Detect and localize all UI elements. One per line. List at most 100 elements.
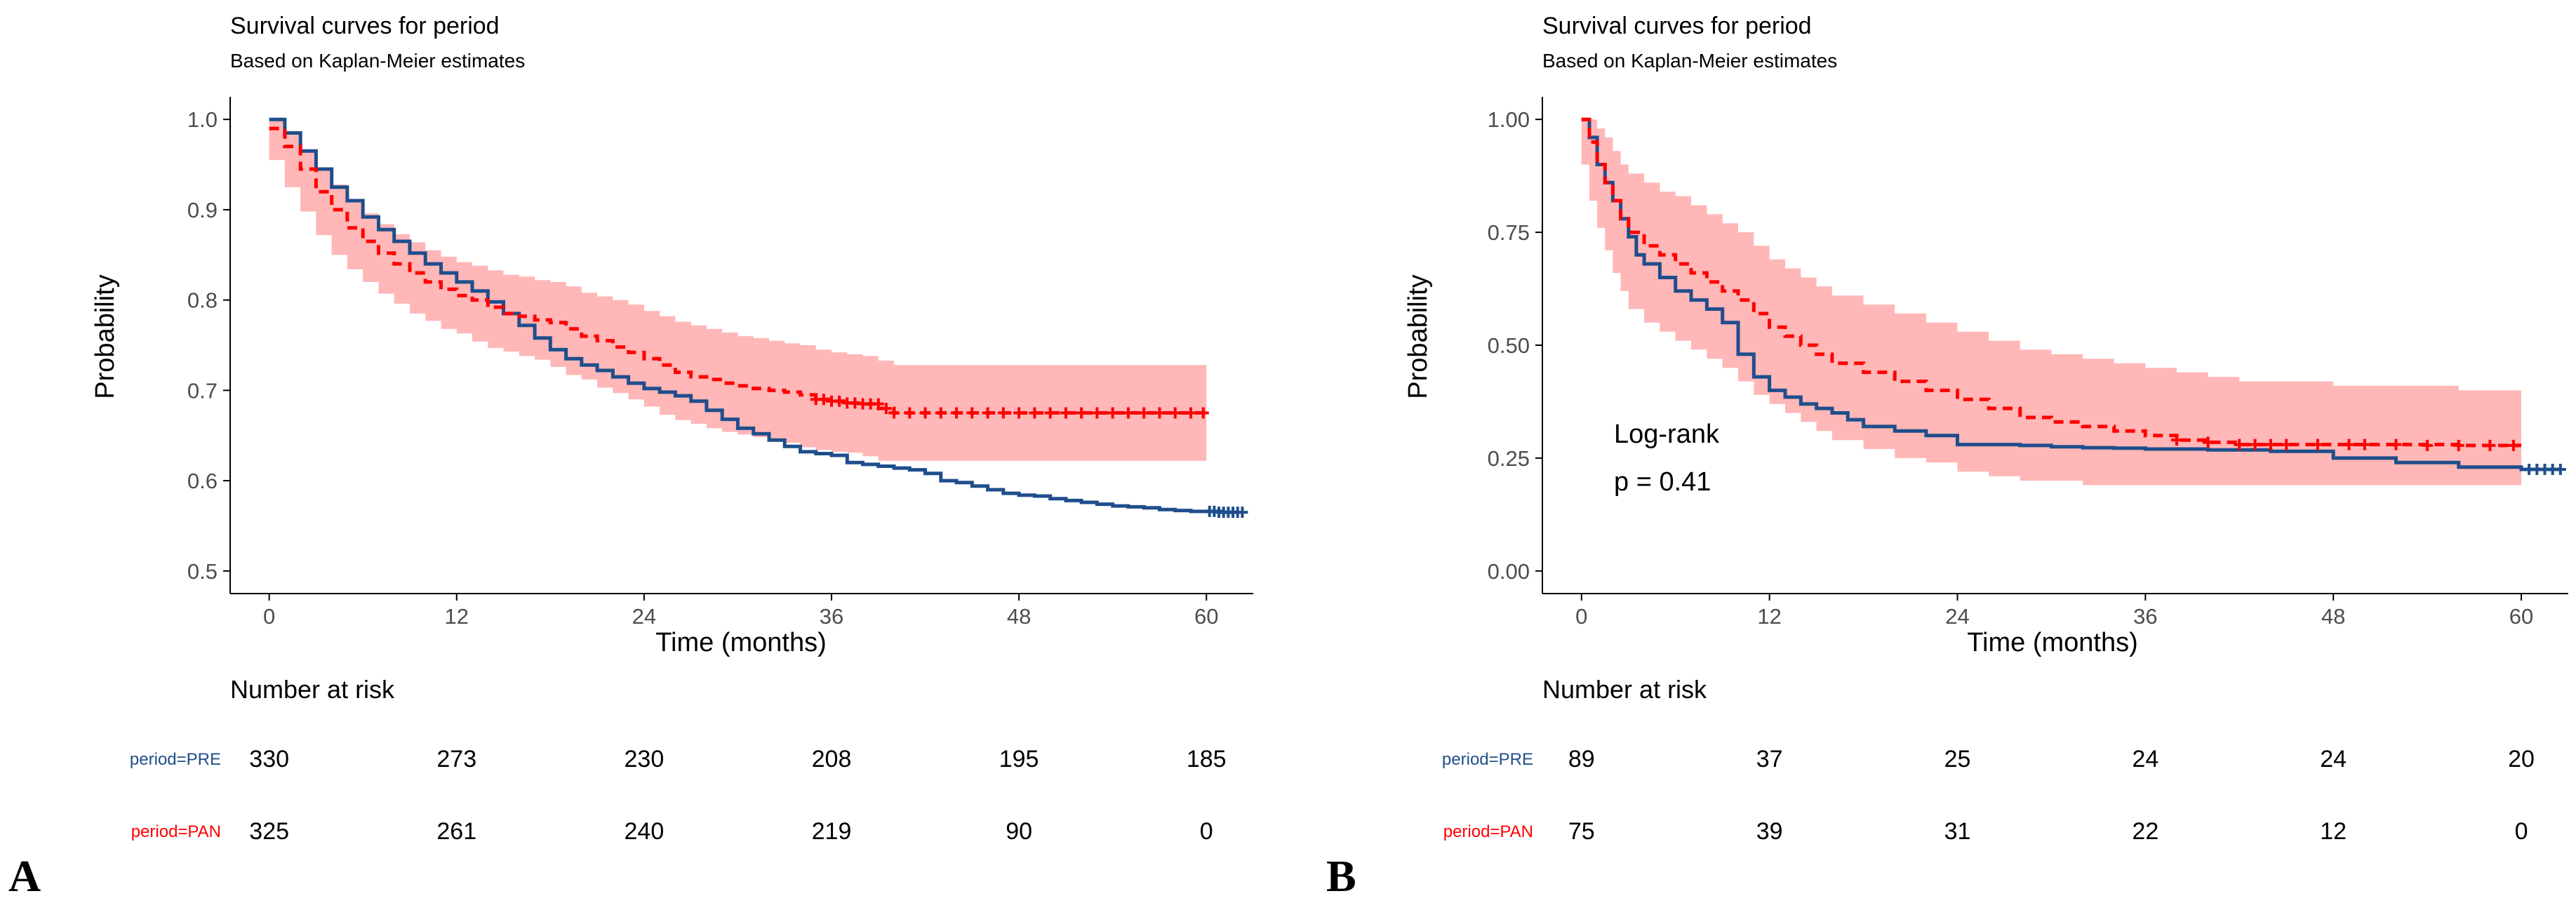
series-line-pan — [269, 126, 1207, 415]
chart-title: Survival curves for period — [230, 13, 500, 39]
x-tick-label: 24 — [632, 604, 656, 629]
censor-mark-pan — [872, 398, 884, 410]
y-tick-label: 1.00 — [1488, 107, 1530, 132]
panel-b: B Survival curves for period Based on Ka… — [1326, 13, 2568, 901]
censor-mark-pan — [919, 407, 931, 419]
risk-value: 12 — [2320, 818, 2347, 845]
censor-mark-pan — [2390, 439, 2402, 450]
risk-value: 195 — [999, 746, 1039, 772]
censor-mark-pre — [1236, 507, 1248, 518]
censor-mark-pan — [2343, 439, 2355, 450]
x-tick-label: 24 — [1945, 604, 1969, 629]
y-tick-label: 0.75 — [1488, 220, 1530, 245]
series-line-pre — [1581, 117, 2561, 471]
chart-subtitle: Based on Kaplan-Meier estimates — [230, 50, 525, 72]
censor-mark-pan — [2311, 439, 2323, 450]
x-tick-label: 36 — [2133, 604, 2157, 629]
censor-mark-pan — [1044, 407, 1056, 419]
risk-table-title: Number at risk — [1542, 675, 1707, 704]
risk-value: 37 — [1756, 746, 1783, 772]
y-tick-label: 0.25 — [1488, 446, 1530, 471]
y-tick-label: 0.8 — [187, 288, 218, 313]
risk-row-label-pre: period=PRE — [130, 750, 221, 769]
censor-mark-pan — [904, 407, 916, 419]
x-tick-label: 0 — [1575, 604, 1587, 629]
x-tick-label: 48 — [1007, 604, 1031, 629]
censor-mark-pan — [2358, 439, 2370, 450]
x-axis-label: Time (months) — [655, 628, 827, 657]
risk-value: 219 — [812, 818, 852, 845]
censor-mark-pan — [951, 407, 963, 419]
risk-row-label-pan: period=PAN — [131, 822, 221, 841]
censor-mark-pan — [2264, 439, 2276, 450]
risk-value: 24 — [2132, 746, 2158, 772]
censor-mark-pan — [1122, 407, 1134, 419]
panel-a: A Survival curves for period Based on Ka… — [8, 13, 1253, 901]
censor-mark-pan — [1138, 407, 1150, 419]
y-tick-label: 0.00 — [1488, 559, 1530, 584]
censor-mark-pan — [935, 407, 947, 419]
risk-value: 24 — [2320, 746, 2347, 772]
risk-row-label-pre: period=PRE — [1442, 750, 1533, 769]
y-tick-label: 0.6 — [187, 469, 218, 493]
risk-value: 89 — [1568, 746, 1595, 772]
risk-value: 273 — [436, 746, 476, 772]
y-tick-label: 1.0 — [187, 107, 218, 132]
x-tick-label: 0 — [263, 604, 275, 629]
censor-mark-pan — [1076, 407, 1088, 419]
risk-value: 20 — [2508, 746, 2535, 772]
risk-value: 208 — [812, 746, 852, 772]
x-tick-label: 12 — [445, 604, 469, 629]
chart-subtitle: Based on Kaplan-Meier estimates — [1542, 50, 1837, 72]
plot-area: 0.00 0.25 0.50 0.75 1.00 0 12 24 36 48 60 — [1488, 97, 2568, 629]
chart-title: Survival curves for period — [1542, 13, 1812, 39]
censor-mark-pan — [1154, 407, 1166, 419]
censor-mark-pan — [888, 407, 900, 419]
x-tick-label: 60 — [1194, 604, 1218, 629]
risk-table-title: Number at risk — [230, 675, 395, 704]
panel-label: A — [8, 851, 41, 901]
logrank-label: Log-rank — [1614, 420, 1720, 449]
censor-mark-pan — [817, 394, 829, 406]
censor-mark-pan — [2422, 439, 2434, 451]
risk-value: 330 — [249, 746, 289, 772]
risk-value: 25 — [1944, 746, 1971, 772]
censor-mark-pan — [1169, 407, 1181, 419]
censor-mark-pan — [2202, 436, 2214, 448]
panel-label: B — [1326, 851, 1356, 901]
risk-table: 330 273 230 208 195 185 325 261 240 219 90 0 — [249, 746, 1226, 845]
censor-mark-pan — [982, 407, 994, 419]
risk-value: 0 — [1200, 818, 1213, 845]
censor-mark-pan — [1060, 407, 1072, 419]
y-tick-label: 0.9 — [187, 198, 218, 222]
risk-value: 22 — [2132, 818, 2158, 845]
risk-value: 185 — [1187, 746, 1227, 772]
x-tick-label: 60 — [2509, 604, 2533, 629]
plot-area: 0.5 0.6 0.7 0.8 0.9 1.0 0 12 24 36 48 60 — [187, 97, 1253, 629]
risk-value: 90 — [1006, 818, 1032, 845]
censor-mark-pan — [1013, 407, 1025, 419]
series-line-pan — [1581, 117, 2521, 448]
censor-mark-pan — [966, 407, 978, 419]
censor-mark-pan — [2234, 439, 2245, 450]
censor-mark-pan — [2484, 439, 2496, 451]
y-tick-label: 0.5 — [187, 559, 218, 584]
y-axis-label: Probability — [1403, 274, 1433, 399]
confidence-band — [269, 119, 1207, 461]
risk-row-label-pan: period=PAN — [1443, 822, 1533, 841]
x-axis-label: Time (months) — [1967, 628, 2138, 657]
risk-table: 89 37 25 24 24 20 75 39 31 22 12 0 — [1568, 746, 2535, 845]
censor-mark-pan — [834, 395, 846, 407]
risk-value: 230 — [625, 746, 665, 772]
x-tick-label: 36 — [820, 604, 843, 629]
risk-value: 261 — [436, 818, 476, 845]
censor-mark-pan — [880, 403, 892, 415]
risk-value: 75 — [1568, 818, 1595, 845]
risk-value: 31 — [1944, 818, 1971, 845]
y-axis-label: Probability — [91, 274, 120, 399]
risk-value: 240 — [625, 818, 665, 845]
censor-mark-pan — [1107, 407, 1119, 419]
censor-mark-pan — [2170, 434, 2182, 446]
censor-mark-pan — [2281, 439, 2293, 450]
